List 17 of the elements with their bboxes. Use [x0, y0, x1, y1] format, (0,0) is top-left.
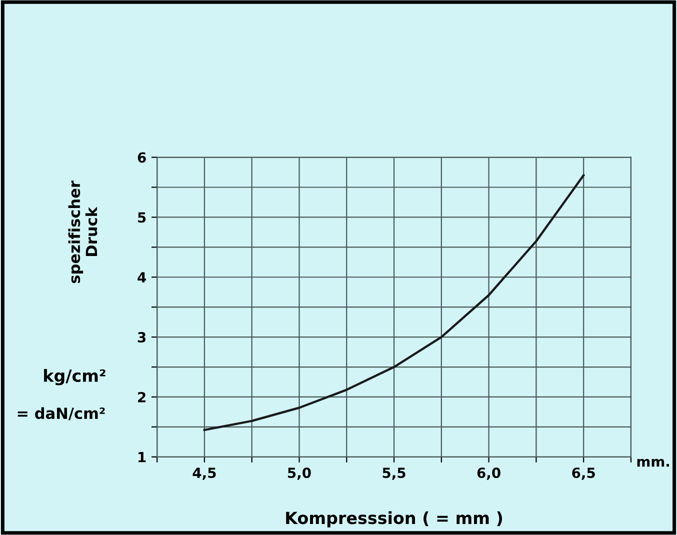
- y-tick-label: 3: [138, 332, 146, 343]
- text: kg/cm²: [44, 369, 106, 386]
- y-tick-label: 5: [138, 212, 146, 223]
- x-tick-label: 4,5: [192, 468, 216, 480]
- x-tick-label: 6,5: [572, 468, 595, 480]
- text: = daN/cm²: [18, 407, 105, 420]
- x-tick-label: 6,0: [477, 468, 500, 480]
- x-axis-title: Kompresssion ( = mm ): [286, 511, 502, 528]
- x-tick-label: 5,5: [382, 468, 406, 480]
- y-tick-label: 1: [138, 452, 146, 462]
- y-tick-label: 4: [138, 272, 146, 282]
- y-tick-label: 6: [138, 152, 146, 163]
- x-tick-label: 5,0: [288, 468, 311, 480]
- y-axis-title: spezifischer Druck: [68, 180, 98, 284]
- line-series: [203, 174, 585, 432]
- text: mm.: [637, 458, 669, 467]
- y-tick-label: 2: [138, 392, 146, 402]
